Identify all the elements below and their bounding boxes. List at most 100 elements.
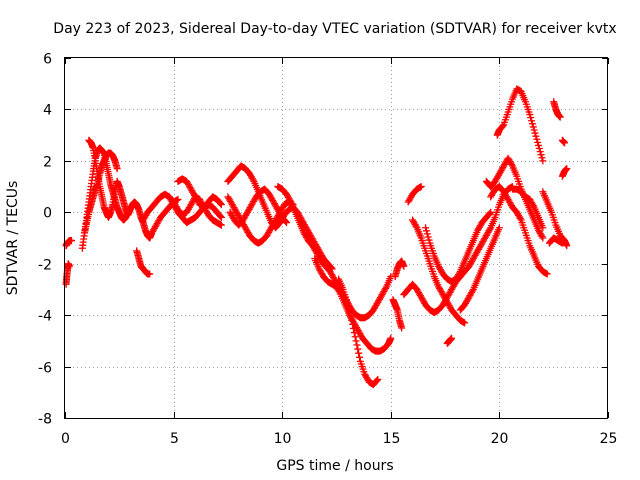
series-ab: [539, 188, 571, 250]
data-point: [387, 334, 395, 342]
data-point: [535, 145, 543, 153]
data-point: [422, 227, 430, 235]
data-point: [351, 333, 359, 341]
series-m: [274, 183, 395, 322]
y-tick-label: -8: [38, 412, 52, 428]
data-point: [536, 148, 544, 156]
series-s: [400, 183, 516, 317]
series-a: [62, 237, 76, 250]
data-point: [347, 313, 355, 321]
series-ac: [545, 234, 566, 247]
data-point: [539, 224, 547, 232]
data-point: [423, 230, 431, 238]
data-point: [526, 111, 534, 119]
data-point: [349, 320, 357, 328]
x-tick-label: 10: [274, 431, 292, 447]
data-point: [530, 126, 538, 134]
data-point: [556, 113, 564, 121]
data-point: [543, 270, 551, 278]
data-point: [455, 269, 463, 277]
series-t: [409, 216, 469, 327]
series-l: [226, 185, 291, 229]
data-point: [355, 349, 363, 357]
x-tick-label: 5: [170, 431, 179, 447]
data-point: [65, 262, 73, 270]
y-tick-label: -2: [38, 258, 52, 274]
data-point: [424, 233, 432, 241]
data-point: [495, 224, 503, 232]
x-tick-label: 25: [600, 431, 618, 447]
x-tick-label: 15: [383, 431, 401, 447]
data-point: [412, 222, 420, 230]
series-ae: [558, 136, 569, 147]
series-x: [493, 85, 547, 165]
data-point: [283, 219, 291, 227]
data-point: [538, 232, 546, 240]
tick-labels: 0 5 10 15 20 25 -8 -6 -4 -2 0 2 4 6: [38, 52, 617, 448]
y-axis-label: SDTVAR / TECUs: [5, 181, 21, 296]
y-tick-label: 6: [43, 52, 52, 68]
data-point: [528, 120, 536, 128]
series-n: [311, 255, 395, 355]
data-point: [336, 289, 344, 297]
data-point: [558, 239, 566, 247]
data-point: [417, 183, 425, 191]
data-point: [508, 160, 516, 168]
data-point: [68, 237, 76, 245]
data-point: [468, 287, 476, 295]
data-point: [534, 141, 542, 149]
data-point: [486, 209, 494, 217]
data-point: [534, 138, 542, 146]
series-u: [422, 208, 495, 286]
data-point: [343, 298, 351, 306]
data-point: [217, 221, 225, 229]
data-point: [527, 114, 535, 122]
data-points: [62, 85, 571, 389]
data-point: [217, 213, 225, 221]
data-point: [538, 154, 546, 162]
data-point: [217, 200, 225, 208]
series-r: [404, 183, 425, 206]
data-point: [382, 284, 390, 292]
data-point: [422, 224, 430, 232]
data-point: [350, 329, 358, 337]
series-o: [335, 275, 382, 389]
data-point: [563, 242, 571, 250]
data-point: [174, 195, 182, 203]
data-point: [532, 132, 540, 140]
data-point: [349, 325, 357, 333]
x-tick-label: 20: [491, 431, 509, 447]
series-p: [391, 257, 408, 281]
data-point: [217, 201, 225, 209]
series-w: [443, 334, 456, 347]
data-point: [499, 122, 507, 130]
x-axis-label: GPS time / hours: [276, 458, 393, 474]
y-tick-label: -6: [38, 361, 52, 377]
data-point: [425, 236, 433, 244]
y-tick-label: 4: [43, 103, 52, 119]
data-point: [400, 262, 408, 270]
data-point: [346, 309, 354, 317]
series-e: [81, 149, 121, 237]
data-point: [563, 165, 571, 173]
x-tick-label: 0: [61, 431, 70, 447]
data-point: [528, 117, 536, 125]
data-point: [345, 305, 353, 313]
data-point: [398, 324, 406, 332]
data-point: [487, 208, 495, 216]
data-point: [539, 157, 547, 165]
data-point: [537, 151, 545, 159]
plot-frame: [64, 57, 608, 419]
data-point: [539, 234, 547, 242]
data-point: [282, 218, 290, 226]
y-tick-label: 0: [43, 206, 52, 222]
series-h: [165, 193, 225, 227]
data-point: [373, 376, 381, 384]
data-point: [531, 129, 539, 137]
data-point: [448, 334, 456, 342]
data-point: [486, 225, 494, 233]
data-point: [533, 135, 541, 143]
data-point: [348, 316, 356, 324]
data-point: [353, 341, 361, 349]
data-point: [344, 302, 352, 310]
